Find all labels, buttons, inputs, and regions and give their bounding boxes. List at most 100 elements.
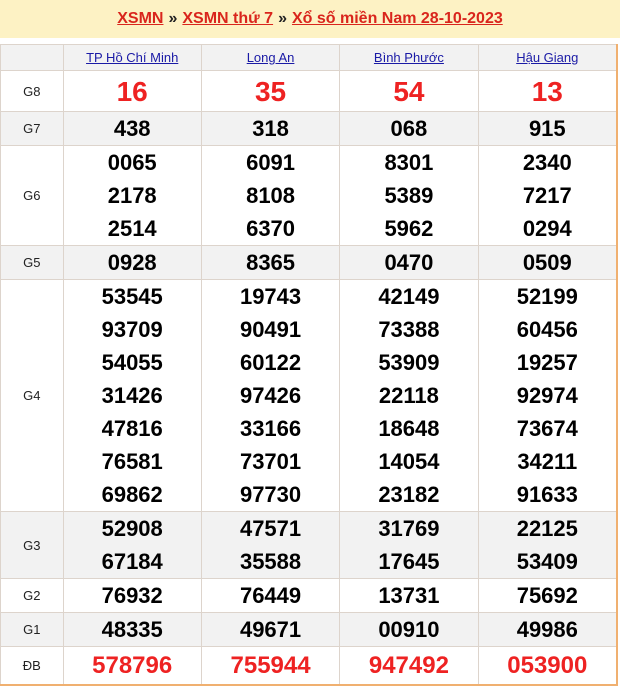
prize-number: 13731: [378, 583, 440, 608]
prize-number: 49986: [516, 617, 578, 642]
prize-cell: 76449: [200, 578, 341, 613]
province-link[interactable]: TP Hồ Chí Minh: [86, 50, 179, 65]
prize-number: 8365: [246, 250, 296, 275]
prize-label: G1: [0, 612, 64, 647]
prize-number: 49671: [239, 617, 302, 642]
prize-label: G2: [0, 578, 64, 613]
prize-cell: 22125 53409: [477, 511, 618, 579]
prize-cell: 53545 93709 54055 31426 47816 76581 69862: [62, 279, 202, 512]
prize-number: 16: [116, 75, 148, 107]
breadcrumb-xsmn[interactable]: XSMN: [117, 10, 164, 27]
prize-cell: 0928: [62, 245, 202, 280]
prize-number: 13: [531, 75, 563, 107]
prize-number: 14054: [378, 449, 440, 474]
prize-number: 90491: [239, 317, 302, 342]
prize-cell: 068: [339, 111, 479, 146]
province-link[interactable]: Bình Phước: [373, 50, 444, 65]
prize-number: 17645: [378, 549, 440, 574]
province-header: Hậu Giang: [477, 44, 618, 71]
prize-number: 5389: [384, 183, 434, 208]
prize-number: 068: [390, 116, 428, 141]
prize-number: 2340: [522, 150, 572, 175]
breadcrumb-xsmn-thu-7[interactable]: XSMN thứ 7: [182, 10, 274, 27]
prize-cell: 13731: [339, 578, 479, 613]
prize-number: 73674: [516, 416, 578, 441]
prize-number: 31426: [101, 383, 163, 408]
prize-number: 92974: [516, 383, 578, 408]
prize-number: 5962: [384, 216, 434, 241]
prize-number: 23182: [378, 482, 440, 507]
prize-number: 53545: [101, 284, 163, 309]
province-header-row: TP Hồ Chí Minh Long An Bình Phước Hậu Giang: [0, 44, 618, 71]
prize-number: 69862: [101, 482, 163, 507]
prize-number: 52908: [101, 516, 163, 541]
prize-cell: 49986: [477, 612, 618, 647]
province-header: Long An: [200, 44, 341, 71]
prize-number: 6370: [246, 216, 296, 241]
prize-number: 73388: [378, 317, 440, 342]
prize-cell: 8301 5389 5962: [339, 145, 479, 246]
prize-number: 2514: [107, 216, 157, 241]
prize-cell: 48335: [62, 612, 202, 647]
prize-number: 0470: [384, 250, 434, 275]
prize-cell: 31769 17645: [339, 511, 479, 579]
prize-number: 8301: [384, 150, 434, 175]
prize-number: 60456: [516, 317, 578, 342]
prize-number: 54: [393, 75, 425, 107]
prize-cell: 2340 7217 0294: [477, 145, 618, 246]
prize-number: 76581: [101, 449, 163, 474]
prize-cell: 49671: [200, 612, 341, 647]
corner-cell: [0, 44, 64, 71]
prize-number: 73701: [239, 449, 302, 474]
prize-number: 438: [113, 116, 151, 141]
prize-cell: 75692: [477, 578, 618, 613]
prize-row-g3: G3 52908 67184 47571 35588 31769 17645 22125 534…: [0, 511, 618, 579]
prize-cell: 438: [62, 111, 202, 146]
prize-row-đb: ĐB 578796 755944 947492 053900: [0, 646, 618, 686]
prize-cell: 578796: [62, 646, 202, 686]
prize-number: 97426: [239, 383, 302, 408]
prize-number: 47816: [101, 416, 163, 441]
prize-cell: 8365: [200, 245, 341, 280]
prize-number: 2178: [107, 183, 157, 208]
prize-cell: 053900: [477, 646, 618, 686]
province-link[interactable]: Long An: [246, 50, 295, 65]
prize-row-g2: G2 76932 76449 13731 75692: [0, 578, 618, 613]
prize-cell: 52908 67184: [62, 511, 202, 579]
prize-row-g7: G7 438 318 068 915: [0, 111, 618, 146]
prize-number: 93709: [101, 317, 163, 342]
prize-number: 0294: [522, 216, 572, 241]
breadcrumb-separator: »: [278, 10, 287, 27]
results-table: TP Hồ Chí Minh Long An Bình Phước Hậu Giang…: [0, 44, 618, 686]
prize-cell: 318: [200, 111, 341, 146]
prize-cell: 915: [477, 111, 618, 146]
prize-number: 22118: [378, 383, 439, 408]
prize-row-g5: G5 0928 8365 0470 0509: [0, 245, 618, 280]
prize-label: G4: [0, 279, 64, 512]
prize-number: 53409: [516, 549, 578, 574]
prize-number: 34211: [517, 449, 578, 474]
prize-number: 42149: [378, 284, 440, 309]
prize-cell: 47571 35588: [200, 511, 341, 579]
prize-cell: 35: [200, 70, 341, 112]
province-header: Bình Phước: [339, 44, 479, 71]
prize-number: 54055: [101, 350, 163, 375]
prize-label: G3: [0, 511, 64, 579]
prize-number: 75692: [516, 583, 578, 608]
prize-number: 915: [528, 116, 566, 141]
prize-number: 67184: [101, 549, 163, 574]
prize-number: 00910: [378, 617, 440, 642]
breadcrumb-current[interactable]: Xổ số miền Nam 28-10-2023: [291, 10, 503, 27]
prize-cell: 13: [477, 70, 618, 112]
breadcrumb: XSMN» XSMN thứ 7» Xổ số miền Nam 28-10-202…: [0, 0, 620, 38]
prize-number: 35588: [239, 549, 302, 574]
province-link[interactable]: Hậu Giang: [516, 50, 579, 65]
prize-number: 6091: [246, 150, 296, 175]
prize-cell: 16: [62, 70, 202, 112]
prize-cell: 42149 73388 53909 22118 18648 14054 23182: [339, 279, 479, 512]
prize-number: 76932: [101, 583, 163, 608]
prize-number: 18648: [378, 416, 440, 441]
prize-number: 91633: [516, 482, 578, 507]
prize-number: 0065: [107, 150, 157, 175]
prize-cell: 00910: [339, 612, 479, 647]
